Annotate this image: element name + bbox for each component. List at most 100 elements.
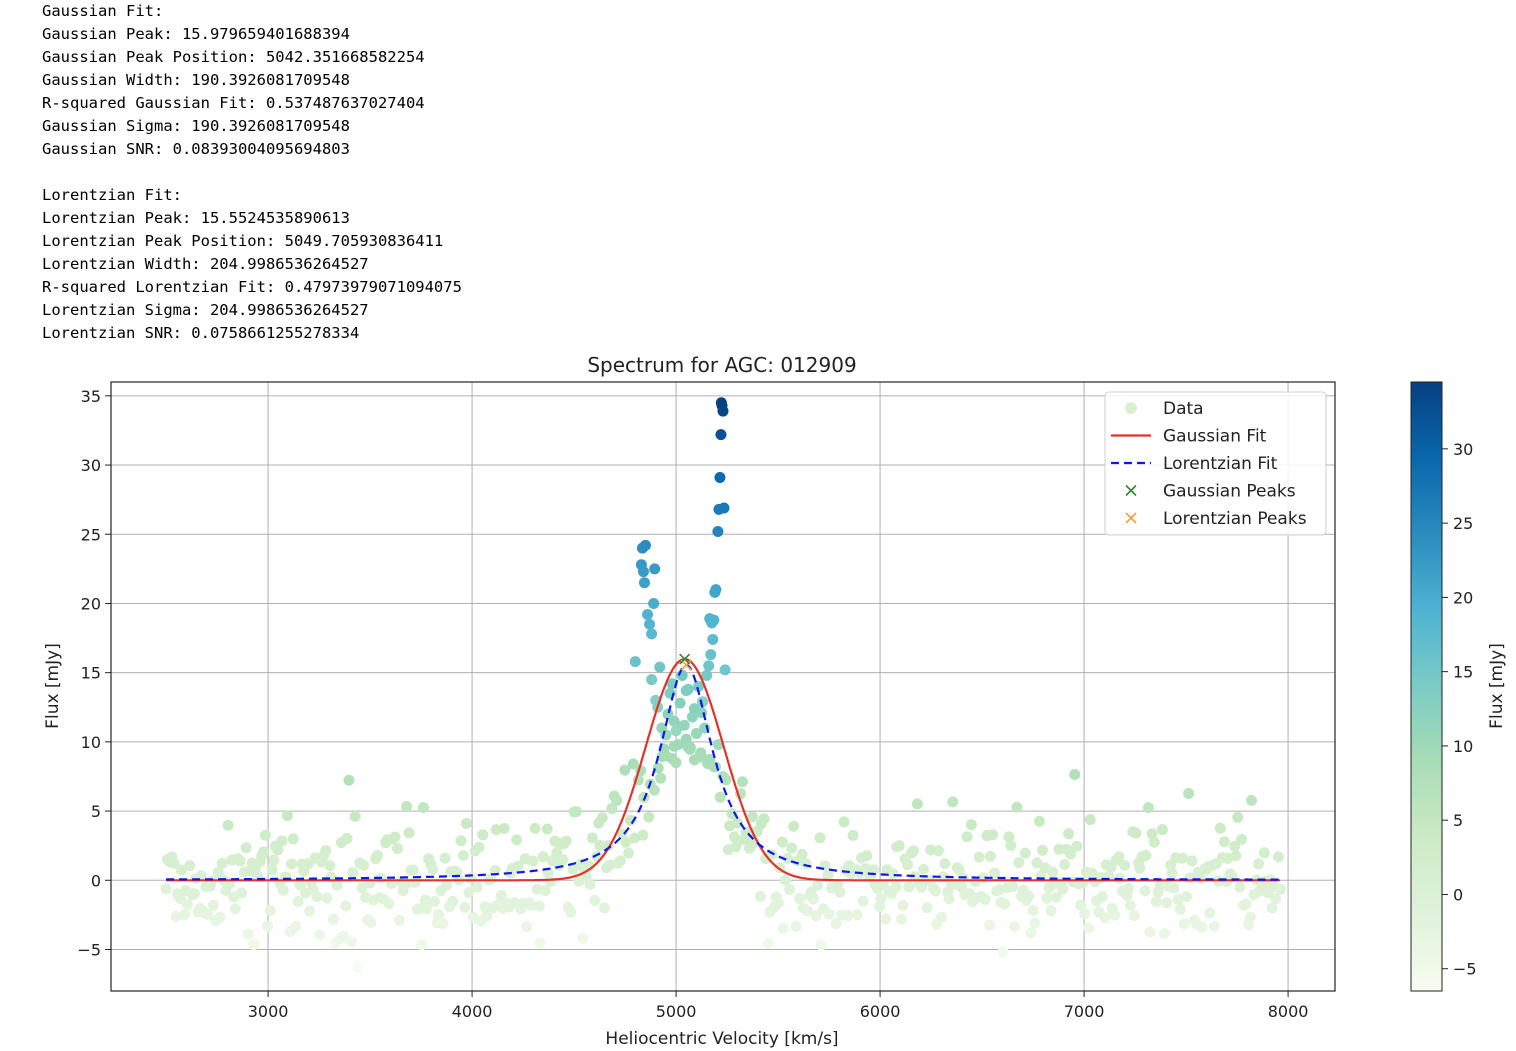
data-point bbox=[417, 802, 429, 814]
legend-swatch-data bbox=[1125, 402, 1137, 414]
data-point bbox=[1266, 902, 1278, 914]
data-point bbox=[997, 946, 1009, 958]
data-point bbox=[616, 828, 628, 840]
output-line: Lorentzian Peak: 15.5524535890613 bbox=[42, 209, 350, 227]
data-point bbox=[534, 937, 546, 949]
colorbar-label: Flux [mJy] bbox=[1487, 643, 1507, 729]
lorentzian-fit-line bbox=[166, 663, 1280, 881]
data-point bbox=[327, 914, 339, 926]
output-line: Gaussian Width: 190.3926081709548 bbox=[42, 71, 350, 89]
data-point bbox=[788, 820, 800, 832]
legend: Data Gaussian Fit Lorentzian Fit Gaussian P… bbox=[1104, 391, 1327, 536]
data-point bbox=[714, 791, 726, 803]
data-point bbox=[1128, 910, 1140, 922]
data-point bbox=[168, 857, 180, 869]
data-point bbox=[690, 728, 702, 740]
data-point bbox=[637, 829, 649, 841]
data-point bbox=[188, 888, 200, 900]
data-point bbox=[987, 829, 999, 841]
data-point bbox=[512, 860, 524, 872]
data-point bbox=[465, 872, 477, 884]
data-point bbox=[705, 649, 717, 661]
data-point bbox=[1140, 849, 1152, 861]
data-point bbox=[984, 850, 996, 862]
data-point bbox=[1172, 894, 1184, 906]
data-point bbox=[989, 867, 1001, 879]
data-point bbox=[637, 566, 649, 578]
data-point bbox=[261, 920, 273, 932]
data-point bbox=[654, 661, 666, 673]
data-point bbox=[1204, 907, 1216, 919]
data-point bbox=[777, 922, 789, 934]
data-point bbox=[1124, 900, 1136, 912]
data-point bbox=[1025, 927, 1037, 939]
data-point bbox=[521, 921, 533, 933]
data-point bbox=[718, 502, 730, 514]
data-point bbox=[324, 860, 336, 872]
data-point bbox=[1122, 883, 1134, 895]
x-tick-label: 5000 bbox=[656, 1002, 697, 1021]
data-point bbox=[1234, 881, 1246, 893]
data-point bbox=[762, 937, 774, 949]
y-tick-label: 15 bbox=[81, 664, 101, 683]
data-point bbox=[268, 854, 280, 866]
fit-curves bbox=[166, 658, 1280, 882]
data-point bbox=[413, 903, 425, 915]
data-point bbox=[731, 817, 743, 829]
data-point bbox=[1023, 890, 1035, 902]
data-point bbox=[1232, 811, 1244, 823]
data-point bbox=[1272, 851, 1284, 863]
data-point bbox=[670, 757, 682, 769]
data-point bbox=[784, 883, 796, 895]
data-point bbox=[1047, 866, 1059, 878]
data-point bbox=[393, 914, 405, 926]
data-point bbox=[1244, 911, 1256, 923]
data-point bbox=[290, 920, 302, 932]
data-point bbox=[639, 539, 651, 551]
data-point bbox=[525, 899, 537, 911]
y-tick-label: 35 bbox=[81, 387, 101, 406]
data-point bbox=[1019, 847, 1031, 859]
data-point bbox=[1196, 921, 1208, 933]
data-point bbox=[728, 831, 740, 843]
data-point bbox=[212, 866, 224, 878]
data-point bbox=[1037, 844, 1049, 856]
data-point bbox=[1142, 802, 1154, 814]
data-point bbox=[304, 905, 316, 917]
data-point bbox=[266, 864, 278, 876]
data-point bbox=[352, 961, 364, 973]
data-point bbox=[834, 886, 846, 898]
data-point bbox=[648, 597, 660, 609]
data-point bbox=[776, 836, 788, 848]
data-point bbox=[551, 847, 563, 859]
data-point bbox=[606, 803, 618, 815]
data-point bbox=[441, 879, 453, 891]
colorbar-tick-label: 30 bbox=[1453, 440, 1473, 459]
data-point bbox=[652, 762, 664, 774]
data-point bbox=[201, 908, 213, 920]
data-point bbox=[272, 844, 284, 856]
data-point bbox=[321, 892, 333, 904]
colorbar-tick-label: 15 bbox=[1453, 663, 1473, 682]
data-point bbox=[822, 869, 834, 881]
data-point bbox=[1253, 858, 1265, 870]
data-point bbox=[340, 900, 352, 912]
x-tick-label: 6000 bbox=[860, 1002, 901, 1021]
data-point bbox=[560, 835, 572, 847]
data-point bbox=[736, 776, 748, 788]
data-point bbox=[648, 784, 660, 796]
data-point bbox=[810, 910, 822, 922]
data-point bbox=[1031, 857, 1043, 869]
data-point bbox=[429, 896, 441, 908]
data-point bbox=[1084, 814, 1096, 826]
data-point bbox=[276, 835, 288, 847]
data-point bbox=[477, 829, 489, 841]
data-point bbox=[1148, 836, 1160, 848]
y-tick-label: 20 bbox=[81, 594, 101, 613]
data-point bbox=[345, 936, 357, 948]
data-point bbox=[490, 824, 502, 836]
x-axis-ticks: 3000 4000 5000 6000 7000 8000 bbox=[248, 991, 1308, 1021]
data-point bbox=[527, 855, 539, 867]
data-point bbox=[459, 901, 471, 913]
